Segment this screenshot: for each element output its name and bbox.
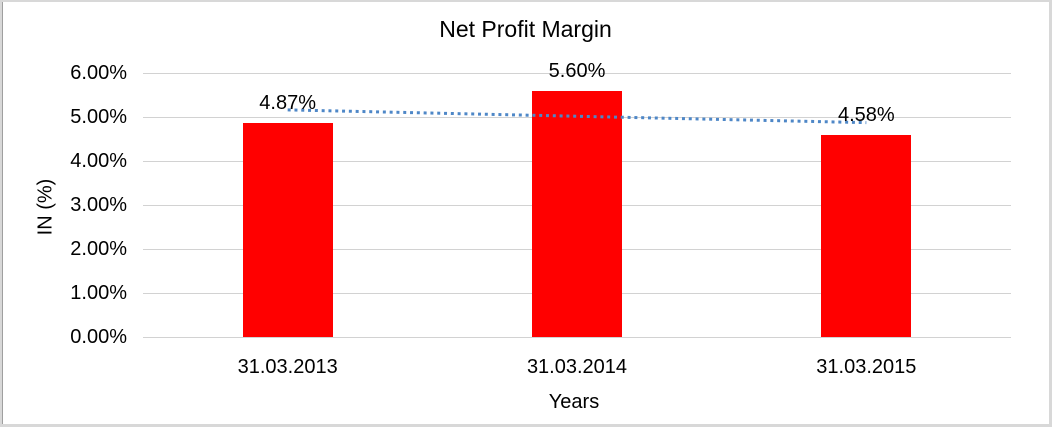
bar-31.03.2014 xyxy=(532,90,622,337)
bar-31.03.2013 xyxy=(242,122,333,337)
y-axis-tick-label: 1.00% xyxy=(70,282,127,304)
y-axis-tick-label: 2.00% xyxy=(70,238,127,260)
bar-data-label: 4.87% xyxy=(259,91,317,114)
y-axis-tick-label: 0.00% xyxy=(70,326,127,348)
y-axis-tick-label: 6.00% xyxy=(70,62,127,84)
bar-data-label: 5.60% xyxy=(548,59,606,82)
bar-data-label: 4.58% xyxy=(837,104,895,127)
y-axis-tick-label: 3.00% xyxy=(70,194,127,216)
x-axis-title: Years xyxy=(548,391,600,413)
x-axis-category-label: 31.03.2015 xyxy=(816,356,917,378)
gridline xyxy=(143,336,1011,338)
plot-area: 4.87% 5.60% 4.58% xyxy=(143,61,1011,338)
gridline xyxy=(143,72,1011,74)
y-axis-tick-label: 4.00% xyxy=(70,150,127,172)
bar-31.03.2015 xyxy=(821,135,912,337)
trendline xyxy=(287,108,867,125)
x-axis-category-label: 31.03.2014 xyxy=(526,356,628,378)
y-axis-tick-label: 5.00% xyxy=(70,106,127,128)
x-axis-category-label: 31.03.2013 xyxy=(237,356,338,378)
chart-title: Net Profit Margin xyxy=(439,16,612,42)
